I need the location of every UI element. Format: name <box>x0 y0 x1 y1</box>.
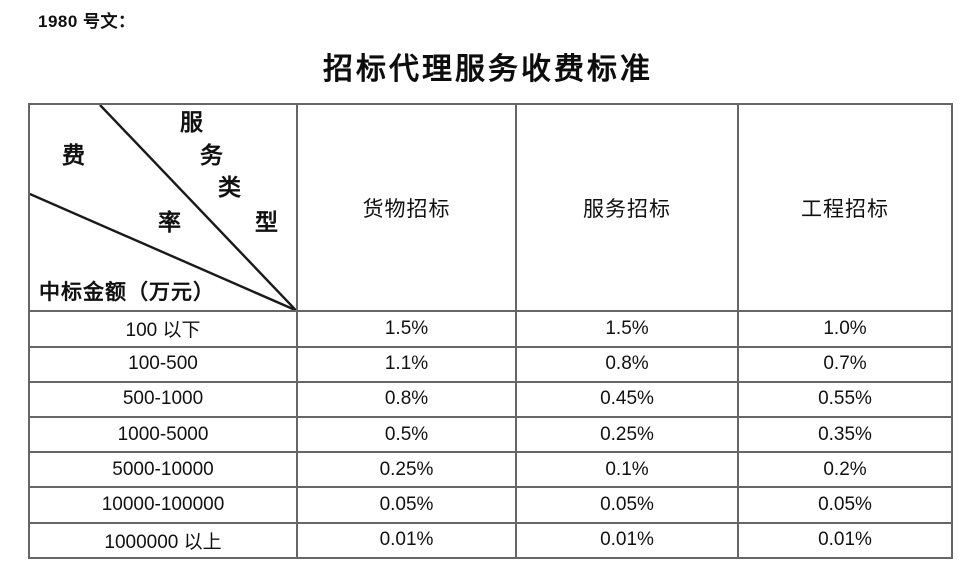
fee-table-container: 服 务 类 型 费 率 中标金额（万元） 货物招标 服务招标 工程招标 100 … <box>28 102 953 560</box>
table-row: 100 以下 1.5% 1.5% 1.0% <box>28 310 953 348</box>
table-row: 500-1000 0.8% 0.45% 0.55% <box>28 380 953 419</box>
column-header-goods: 货物招标 <box>296 102 517 313</box>
corner-fee-rate-char: 费 <box>62 143 85 168</box>
diagonal-corner-content: 服 务 类 型 费 率 中标金额（万元） <box>30 105 296 311</box>
column-header-services: 服务招标 <box>515 102 739 313</box>
page-title: 招标代理服务收费标准 <box>323 53 653 86</box>
column-header-engineering: 工程招标 <box>737 102 953 313</box>
table-row: 5000-10000 0.25% 0.1% 0.2% <box>28 451 953 489</box>
fee-cell: 1.5% <box>515 310 739 348</box>
fee-cell: 1.0% <box>737 310 953 348</box>
diagonal-corner-cell: 服 务 类 型 费 率 中标金额（万元） <box>28 102 298 313</box>
fee-cell: 0.45% <box>515 380 739 419</box>
fee-cell: 0.7% <box>737 345 953 383</box>
row-label: 10000-100000 <box>28 486 298 524</box>
row-label: 1000000 以上 <box>28 521 298 560</box>
table-row: 1000-5000 0.5% 0.25% 0.35% <box>28 416 953 454</box>
fee-cell: 0.05% <box>515 486 739 524</box>
table-row: 10000-100000 0.05% 0.05% 0.05% <box>28 486 953 524</box>
row-label: 5000-10000 <box>28 451 298 489</box>
table-row: 100-500 1.1% 0.8% 0.7% <box>28 345 953 383</box>
fee-cell: 1.1% <box>296 345 517 383</box>
fee-cell: 0.01% <box>515 521 739 560</box>
fee-table: 服 务 类 型 费 率 中标金额（万元） 货物招标 服务招标 工程招标 100 … <box>28 102 953 560</box>
fee-cell: 0.25% <box>515 416 739 454</box>
table-row: 1000000 以上 0.01% 0.01% 0.01% <box>28 521 953 560</box>
corner-amount-label: 中标金额（万元） <box>39 280 215 304</box>
fee-cell: 0.01% <box>737 521 953 560</box>
row-label: 100 以下 <box>28 310 298 348</box>
fee-cell: 0.01% <box>296 521 517 560</box>
doc-number-label: 1980 号文： <box>38 12 136 31</box>
fee-cell: 0.05% <box>737 486 953 524</box>
fee-cell: 0.8% <box>296 380 517 419</box>
fee-cell: 0.25% <box>296 451 517 489</box>
fee-cell: 0.55% <box>737 380 953 419</box>
table-header-row: 服 务 类 型 费 率 中标金额（万元） 货物招标 服务招标 工程招标 <box>28 102 953 313</box>
row-label: 1000-5000 <box>28 416 298 454</box>
fee-cell: 0.5% <box>296 416 517 454</box>
corner-fee-rate-char: 率 <box>158 210 181 235</box>
fee-cell: 0.05% <box>296 486 517 524</box>
fee-cell: 1.5% <box>296 310 517 348</box>
corner-service-type-char: 务 <box>200 143 223 168</box>
corner-service-type-char: 服 <box>180 110 203 135</box>
row-label: 500-1000 <box>28 380 298 419</box>
row-label: 100-500 <box>28 345 298 383</box>
fee-cell: 0.8% <box>515 345 739 383</box>
corner-service-type-char: 类 <box>218 175 241 200</box>
fee-cell: 0.2% <box>737 451 953 489</box>
fee-cell: 0.35% <box>737 416 953 454</box>
corner-service-type-char: 型 <box>255 210 278 235</box>
fee-cell: 0.1% <box>515 451 739 489</box>
diagonal-divider-lines <box>30 105 296 311</box>
